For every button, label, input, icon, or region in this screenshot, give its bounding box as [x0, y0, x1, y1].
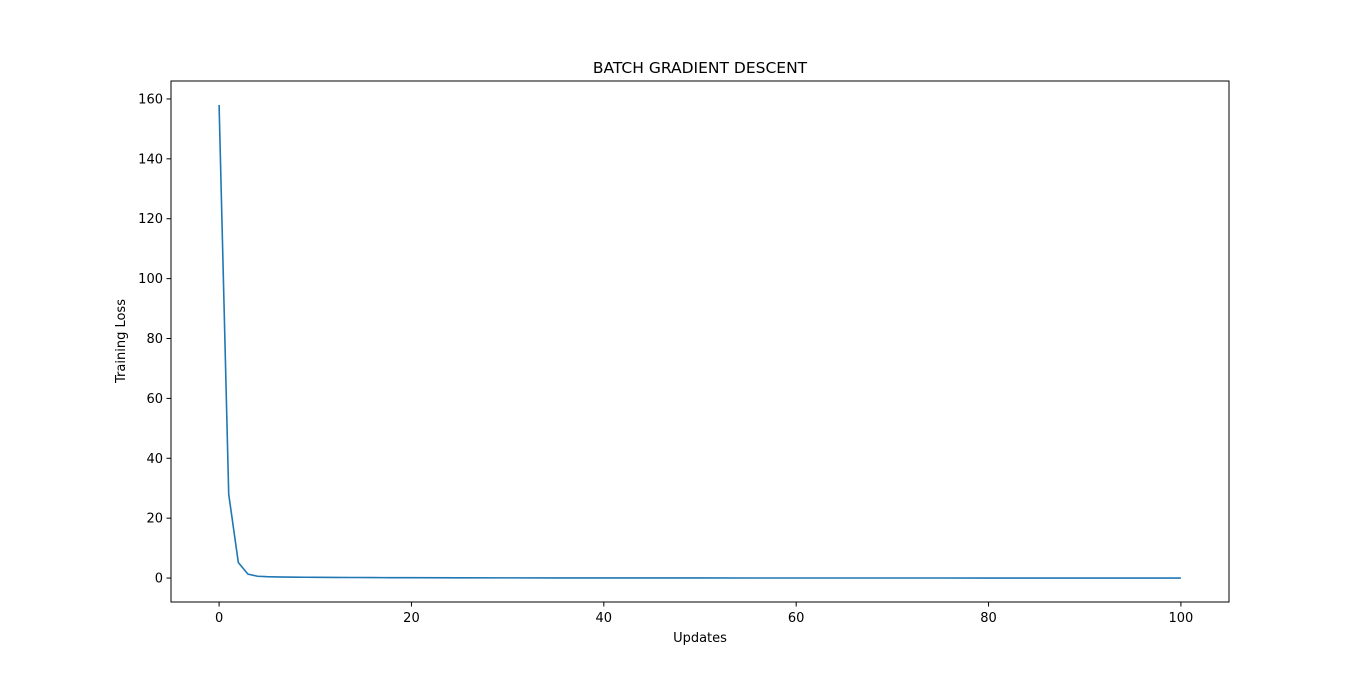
y-tick-label: 40 [146, 452, 163, 467]
y-tick-label: 120 [138, 212, 163, 227]
y-tick-label: 60 [146, 392, 163, 407]
x-tick-label: 100 [1168, 611, 1193, 626]
x-tick-label: 40 [596, 611, 613, 626]
y-tick-label: 20 [146, 512, 163, 527]
x-tick-label: 20 [403, 611, 420, 626]
ticks-layer: 0 20 40 60 80 100 0 20 40 60 80 100 120 140 160 [138, 92, 1193, 626]
y-tick-label: 100 [138, 272, 163, 287]
x-axis-label: Updates [673, 631, 727, 646]
y-tick-label: 0 [155, 572, 163, 587]
chart-title: BATCH GRADIENT DESCENT [593, 59, 808, 77]
y-tick-label: 80 [146, 332, 163, 347]
x-tick-label: 80 [980, 611, 997, 626]
y-tick-label: 160 [138, 92, 163, 107]
y-tick-label: 140 [138, 152, 163, 167]
plot-area-frame [170, 80, 1230, 603]
x-tick-label: 0 [215, 611, 223, 626]
y-axis-label: Training Loss [114, 299, 129, 384]
plot-layer [218, 104, 1181, 579]
x-tick-label: 60 [788, 611, 805, 626]
series-line-0 [218, 104, 1181, 579]
